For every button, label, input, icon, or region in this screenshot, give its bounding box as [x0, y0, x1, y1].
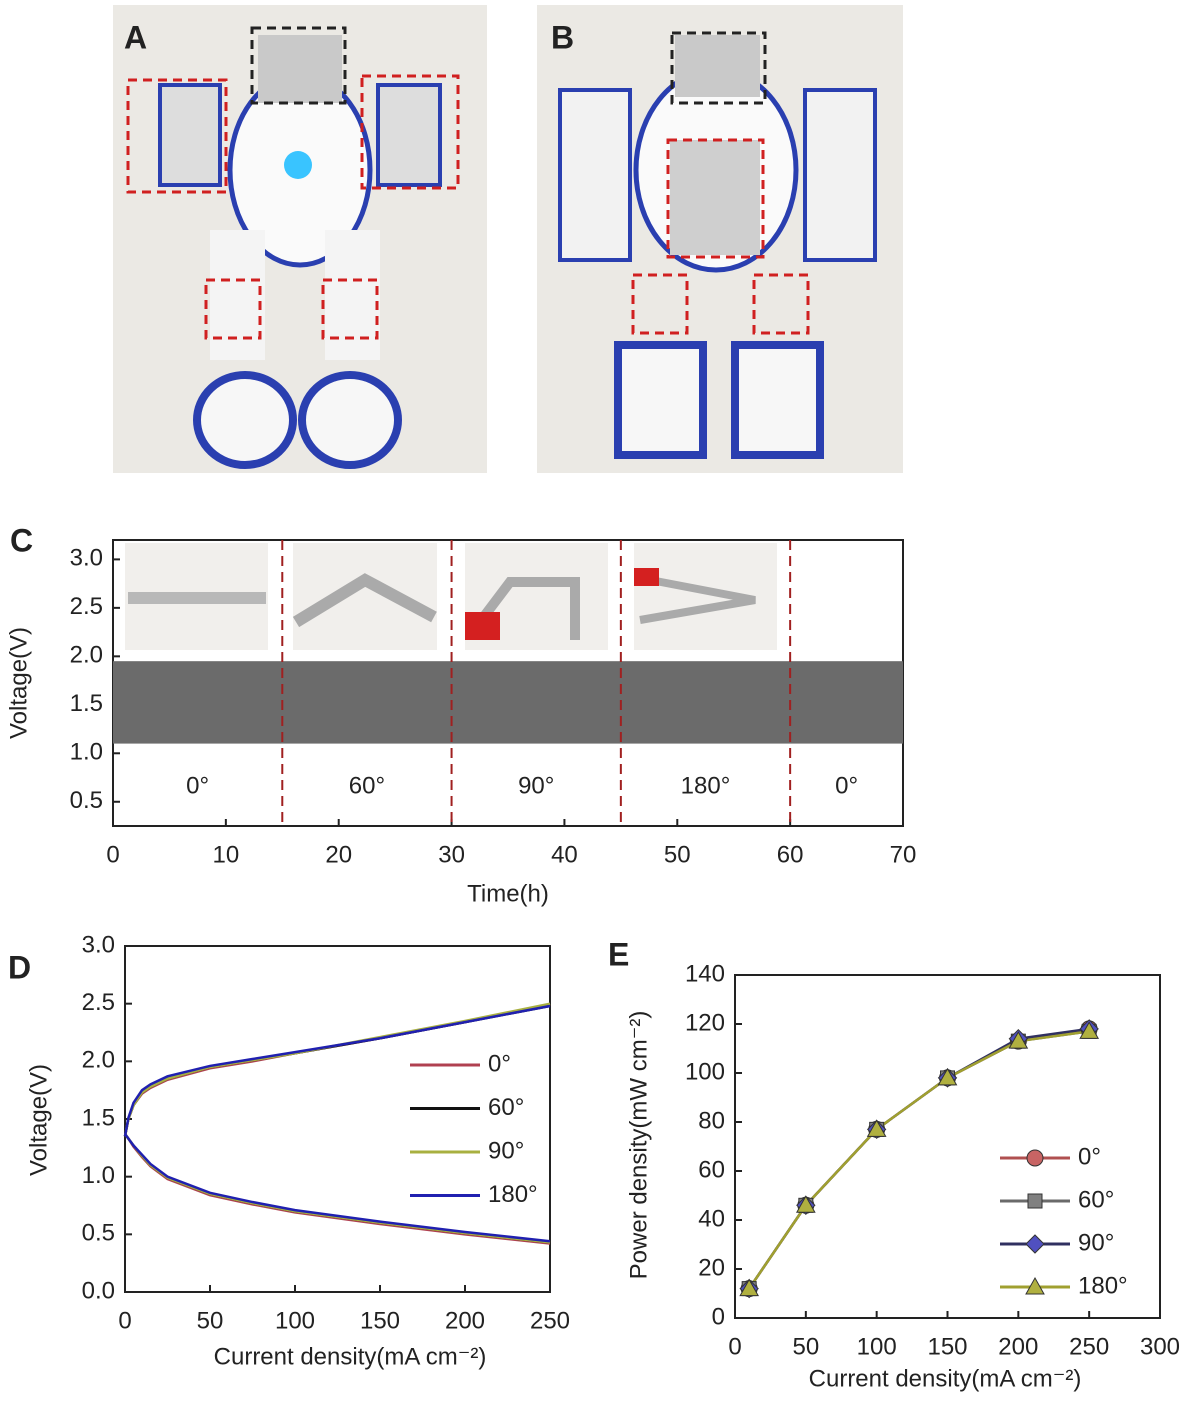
- legend-label: 0°: [1078, 1143, 1101, 1170]
- x-tick-label: 100: [857, 1333, 897, 1360]
- legend-label: 0°: [488, 1050, 511, 1077]
- segment-label: 0°: [835, 772, 858, 799]
- y-tick-label: 20: [698, 1254, 725, 1281]
- marker: [1008, 1031, 1029, 1049]
- y-tick-label: 140: [685, 960, 725, 987]
- panel-letter: E: [608, 936, 629, 972]
- marker: [866, 1119, 887, 1137]
- curve: [748, 1030, 1090, 1290]
- photo-a: [113, 5, 487, 473]
- x-tick-label: 30: [438, 841, 465, 868]
- legend-label: 60°: [488, 1094, 524, 1121]
- y-tick-label: 1.0: [82, 1162, 115, 1189]
- legend-marker: [1027, 1193, 1043, 1209]
- legend-marker: [1025, 1276, 1045, 1295]
- x-tick-label: 250: [530, 1307, 570, 1334]
- legend-label: 90°: [488, 1137, 524, 1164]
- y-axis-title: Power density(mW cm⁻²): [625, 1011, 652, 1280]
- x-tick-label: 50: [197, 1307, 224, 1334]
- x-tick-label: 50: [664, 841, 691, 868]
- inset-photos: [125, 543, 777, 650]
- marker: [1079, 1021, 1100, 1039]
- panel-letter: A: [124, 19, 147, 55]
- legend-label: 90°: [1078, 1229, 1114, 1256]
- panel-letter: D: [8, 949, 31, 985]
- y-tick-label: 0.0: [82, 1277, 115, 1304]
- legend-marker: [1025, 1234, 1045, 1254]
- x-tick-label: 20: [325, 841, 352, 868]
- photo-b: [537, 5, 903, 473]
- curve: [123, 1004, 551, 1137]
- x-tick-label: 250: [1069, 1333, 1109, 1360]
- y-tick-label: 120: [685, 1009, 725, 1036]
- y-axis-title: Voltage(V): [5, 627, 32, 739]
- x-tick-label: 0: [728, 1333, 741, 1360]
- segment-label: 0°: [186, 772, 209, 799]
- x-tick-label: 70: [890, 841, 917, 868]
- x-tick-label: 150: [927, 1333, 967, 1360]
- y-tick-label: 0.5: [82, 1220, 115, 1247]
- legend-marker: [1026, 1149, 1044, 1167]
- voltage-band: [113, 661, 903, 744]
- y-tick-label: 80: [698, 1107, 725, 1134]
- x-tick-label: 40: [551, 841, 578, 868]
- x-tick-label: 10: [213, 841, 240, 868]
- x-tick-label: 0: [106, 841, 119, 868]
- marker: [937, 1067, 958, 1086]
- x-tick-label: 200: [998, 1333, 1038, 1360]
- plot-frame: [124, 945, 551, 1293]
- y-tick-label: 1.5: [70, 690, 103, 717]
- x-tick-label: 0: [118, 1307, 131, 1334]
- x-tick-label: 50: [792, 1333, 819, 1360]
- legend-label: 180°: [1078, 1272, 1128, 1299]
- y-tick-label: 40: [698, 1205, 725, 1232]
- y-tick-label: 2.0: [82, 1047, 115, 1074]
- marker: [739, 1278, 760, 1297]
- y-tick-label: 3.0: [82, 931, 115, 958]
- legend-label: 60°: [1078, 1186, 1114, 1213]
- curve: [123, 1133, 551, 1243]
- y-tick-label: 60: [698, 1156, 725, 1183]
- y-tick-label: 1.0: [70, 739, 103, 766]
- x-axis-title: Current density(mA cm⁻²): [214, 1343, 487, 1370]
- segment-label: 90°: [518, 772, 554, 799]
- x-axis-title: Current density(mA cm⁻²): [809, 1365, 1082, 1392]
- y-tick-label: 2.0: [70, 642, 103, 669]
- y-axis-title: Voltage(V): [25, 1064, 52, 1176]
- x-tick-label: 60: [777, 841, 804, 868]
- segment-label: 60°: [349, 772, 385, 799]
- panel-letter: B: [551, 19, 574, 55]
- y-tick-label: 3.0: [70, 545, 103, 572]
- x-tick-label: 100: [275, 1307, 315, 1334]
- x-axis-title: Time(h): [467, 880, 549, 907]
- y-tick-label: 0.5: [70, 787, 103, 814]
- legend-label: 180°: [488, 1181, 538, 1208]
- curve: [123, 1133, 551, 1245]
- segment-label: 180°: [681, 772, 731, 799]
- panel-letter: C: [10, 522, 33, 558]
- y-tick-label: 0: [712, 1303, 725, 1330]
- x-tick-label: 300: [1140, 1333, 1180, 1360]
- y-tick-label: 2.5: [82, 989, 115, 1016]
- y-tick-label: 2.5: [70, 593, 103, 620]
- x-tick-label: 200: [445, 1307, 485, 1334]
- marker: [795, 1195, 816, 1213]
- y-tick-label: 1.5: [82, 1104, 115, 1131]
- y-tick-label: 100: [685, 1058, 725, 1085]
- x-tick-label: 150: [360, 1307, 400, 1334]
